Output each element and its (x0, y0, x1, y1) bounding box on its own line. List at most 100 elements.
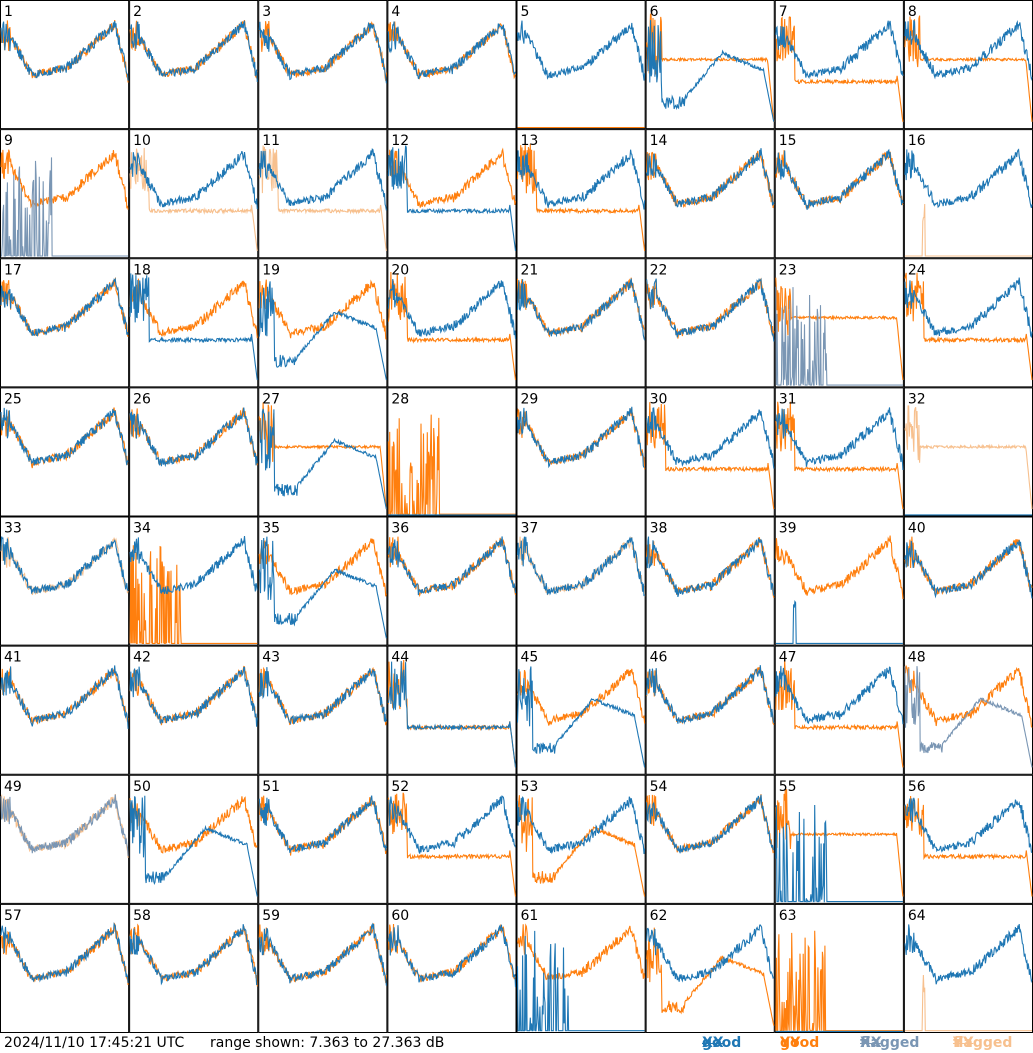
panel-label: 6 (650, 4, 659, 20)
panel-frame (645, 129, 775, 259)
series-xx-good (516, 796, 646, 855)
panel-frame (903, 387, 1033, 517)
panel-label: 63 (779, 908, 797, 924)
series-xx-good (258, 536, 387, 639)
panel-frame (387, 0, 517, 130)
panel-64: 64 (903, 903, 1033, 1033)
series-yy-good (387, 792, 517, 897)
panel-label: 15 (779, 133, 797, 149)
series-xx-good (129, 20, 258, 83)
series-xx-good (904, 797, 1033, 854)
series-yy-good (775, 401, 904, 510)
panel-29: 29 (516, 387, 646, 517)
series-xx-good (0, 277, 129, 337)
series-xx-flagged (904, 666, 1033, 768)
panel-33: 33 (0, 516, 130, 646)
panel-frame (129, 0, 259, 130)
panel-6: 6 (645, 0, 775, 130)
panel-label: 61 (521, 908, 539, 924)
series-yy-good (516, 923, 646, 981)
panel-label: 7 (779, 4, 788, 20)
panel-48: 48 (903, 645, 1033, 775)
series-xx-good (0, 536, 129, 594)
panel-25: 25 (0, 387, 130, 517)
series-xx-good (129, 273, 258, 381)
panel-63: 63 (774, 903, 904, 1033)
series-yy-good (387, 147, 517, 208)
series-xx-good (516, 278, 646, 341)
panel-label: 12 (391, 133, 409, 149)
panel-frame (387, 129, 517, 259)
panel-22: 22 (645, 258, 775, 388)
panel-53: 53 (516, 774, 646, 904)
panel-8: 8 (903, 0, 1033, 130)
panel-label: 36 (391, 521, 409, 537)
series-xx-good (646, 277, 775, 342)
panel-label: 22 (650, 262, 668, 278)
panel-label: 8 (908, 4, 917, 20)
panel-frame (387, 258, 517, 388)
panel-12: 12 (387, 129, 517, 259)
panel-label: 14 (650, 133, 668, 149)
panel-frame (0, 516, 130, 646)
series-xx-good (258, 281, 387, 381)
panel-label: 47 (779, 650, 797, 666)
timestamp: 2024/11/10 17:45:21 UTC (4, 1035, 185, 1051)
panel-16: 16 (903, 129, 1033, 259)
series-xx-good (129, 535, 258, 595)
panel-label: 9 (4, 133, 13, 149)
series-yy-good (646, 402, 775, 510)
panel-label: 48 (908, 650, 926, 666)
panel-44: 44 (387, 645, 517, 775)
panel-41: 41 (0, 645, 130, 775)
series-yy-good (258, 538, 387, 597)
panel-frame (645, 258, 775, 388)
panel-24: 24 (903, 258, 1033, 388)
panel-label: 34 (133, 521, 151, 537)
panel-label: 51 (262, 779, 280, 795)
panel-frame (258, 903, 388, 1033)
panel-37: 37 (516, 516, 646, 646)
legend-flagged-xx-pol: XX (860, 1035, 882, 1051)
series-xx-good (775, 407, 904, 471)
series-xx-good (646, 20, 775, 122)
series-xx-good (904, 540, 1033, 599)
panel-label: 40 (908, 521, 926, 537)
panel-label: 28 (391, 391, 409, 407)
series-yy-good (516, 668, 646, 726)
series-yy-good (387, 414, 516, 515)
series-xx-good (646, 407, 775, 469)
panel-14: 14 (645, 129, 775, 259)
panel-label: 29 (521, 391, 539, 407)
series-xx-good (775, 804, 903, 904)
panel-49: 49 (0, 774, 130, 904)
series-xx-good (258, 148, 387, 211)
legend-good-xx-pol: XX (702, 1035, 724, 1051)
panel-27: 27 (258, 387, 388, 517)
panel-label: 27 (262, 391, 280, 407)
panel-label: 19 (262, 262, 280, 278)
legend-flagged-yy-pol: YY (953, 1035, 974, 1051)
panel-43: 43 (258, 645, 388, 775)
panel-label: 62 (650, 908, 668, 924)
series-xx-good (775, 599, 903, 644)
panel-frame (0, 0, 130, 130)
series-xx-good (129, 666, 258, 727)
series-yy-good (258, 402, 387, 510)
series-xx-good (516, 536, 646, 597)
panel-frame (258, 774, 388, 904)
panel-40: 40 (903, 516, 1033, 646)
series-xx-good (904, 277, 1033, 339)
panel-frame (387, 774, 517, 904)
panel-46: 46 (645, 645, 775, 775)
panel-frame (387, 645, 517, 775)
series-xx-good (775, 665, 904, 725)
series-xx-good (0, 20, 129, 81)
series-xx-good (387, 536, 517, 596)
panel-51: 51 (258, 774, 388, 904)
series-xx-good (129, 795, 258, 897)
panel-label: 31 (779, 391, 797, 407)
series-yy-good (129, 545, 258, 644)
series-xx-good (387, 21, 516, 80)
